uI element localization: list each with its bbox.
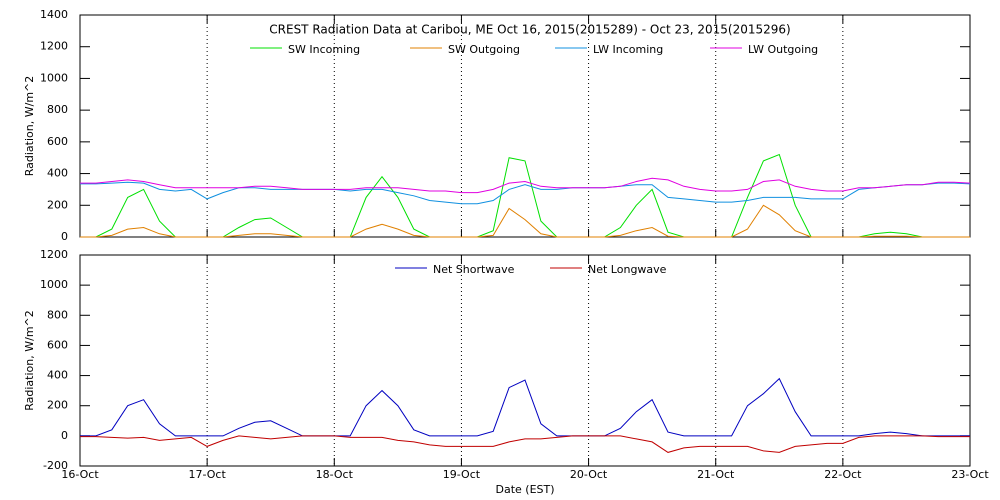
y-tick-label: 400 (47, 369, 68, 382)
y-axis-label: Radiation, W/m^2 (23, 310, 36, 411)
y-tick-label: 1200 (40, 248, 68, 261)
y-tick-label: 0 (61, 230, 68, 243)
legend-label: LW Incoming (593, 43, 663, 56)
y-tick-label: 1000 (40, 71, 68, 84)
x-tick-label: 18-Oct (316, 468, 354, 481)
x-tick-label: 20-Oct (570, 468, 608, 481)
x-axis-label: Date (EST) (495, 483, 554, 496)
y-tick-label: 600 (47, 135, 68, 148)
x-tick-label: 23-Oct (951, 468, 989, 481)
x-tick-label: 16-Oct (61, 468, 99, 481)
plot-frame (79, 14, 971, 238)
series-line (80, 153, 970, 238)
series-line (80, 181, 971, 205)
legend-label: Net Longwave (588, 263, 667, 276)
y-tick-label: -200 (43, 459, 68, 472)
legend-label: Net Shortwave (433, 263, 515, 276)
legend-label: SW Incoming (288, 43, 360, 56)
y-tick-label: 200 (47, 198, 68, 211)
x-tick-label: 19-Oct (443, 468, 481, 481)
x-tick-label: 17-Oct (188, 468, 226, 481)
y-tick-label: 1400 (40, 8, 68, 21)
legend-label: LW Outgoing (748, 43, 818, 56)
y-axis-label: Radiation, W/m^2 (23, 76, 36, 177)
x-tick-label: 21-Oct (697, 468, 735, 481)
y-tick-label: 800 (47, 103, 68, 116)
x-tick-label: 22-Oct (824, 468, 862, 481)
y-tick-label: 600 (47, 338, 68, 351)
chart-title: CREST Radiation Data at Caribou, ME Oct … (269, 23, 790, 37)
series-line (80, 177, 971, 194)
y-tick-label: 1000 (40, 278, 68, 291)
y-tick-label: 0 (61, 429, 68, 442)
y-tick-label: 1200 (40, 40, 68, 53)
series-line (80, 204, 970, 238)
y-tick-label: 200 (47, 399, 68, 412)
series-line (80, 435, 970, 453)
series-line (80, 377, 970, 437)
legend-label: SW Outgoing (448, 43, 520, 56)
plot-frame (79, 254, 971, 467)
y-tick-label: 800 (47, 308, 68, 321)
y-tick-label: 400 (47, 167, 68, 180)
